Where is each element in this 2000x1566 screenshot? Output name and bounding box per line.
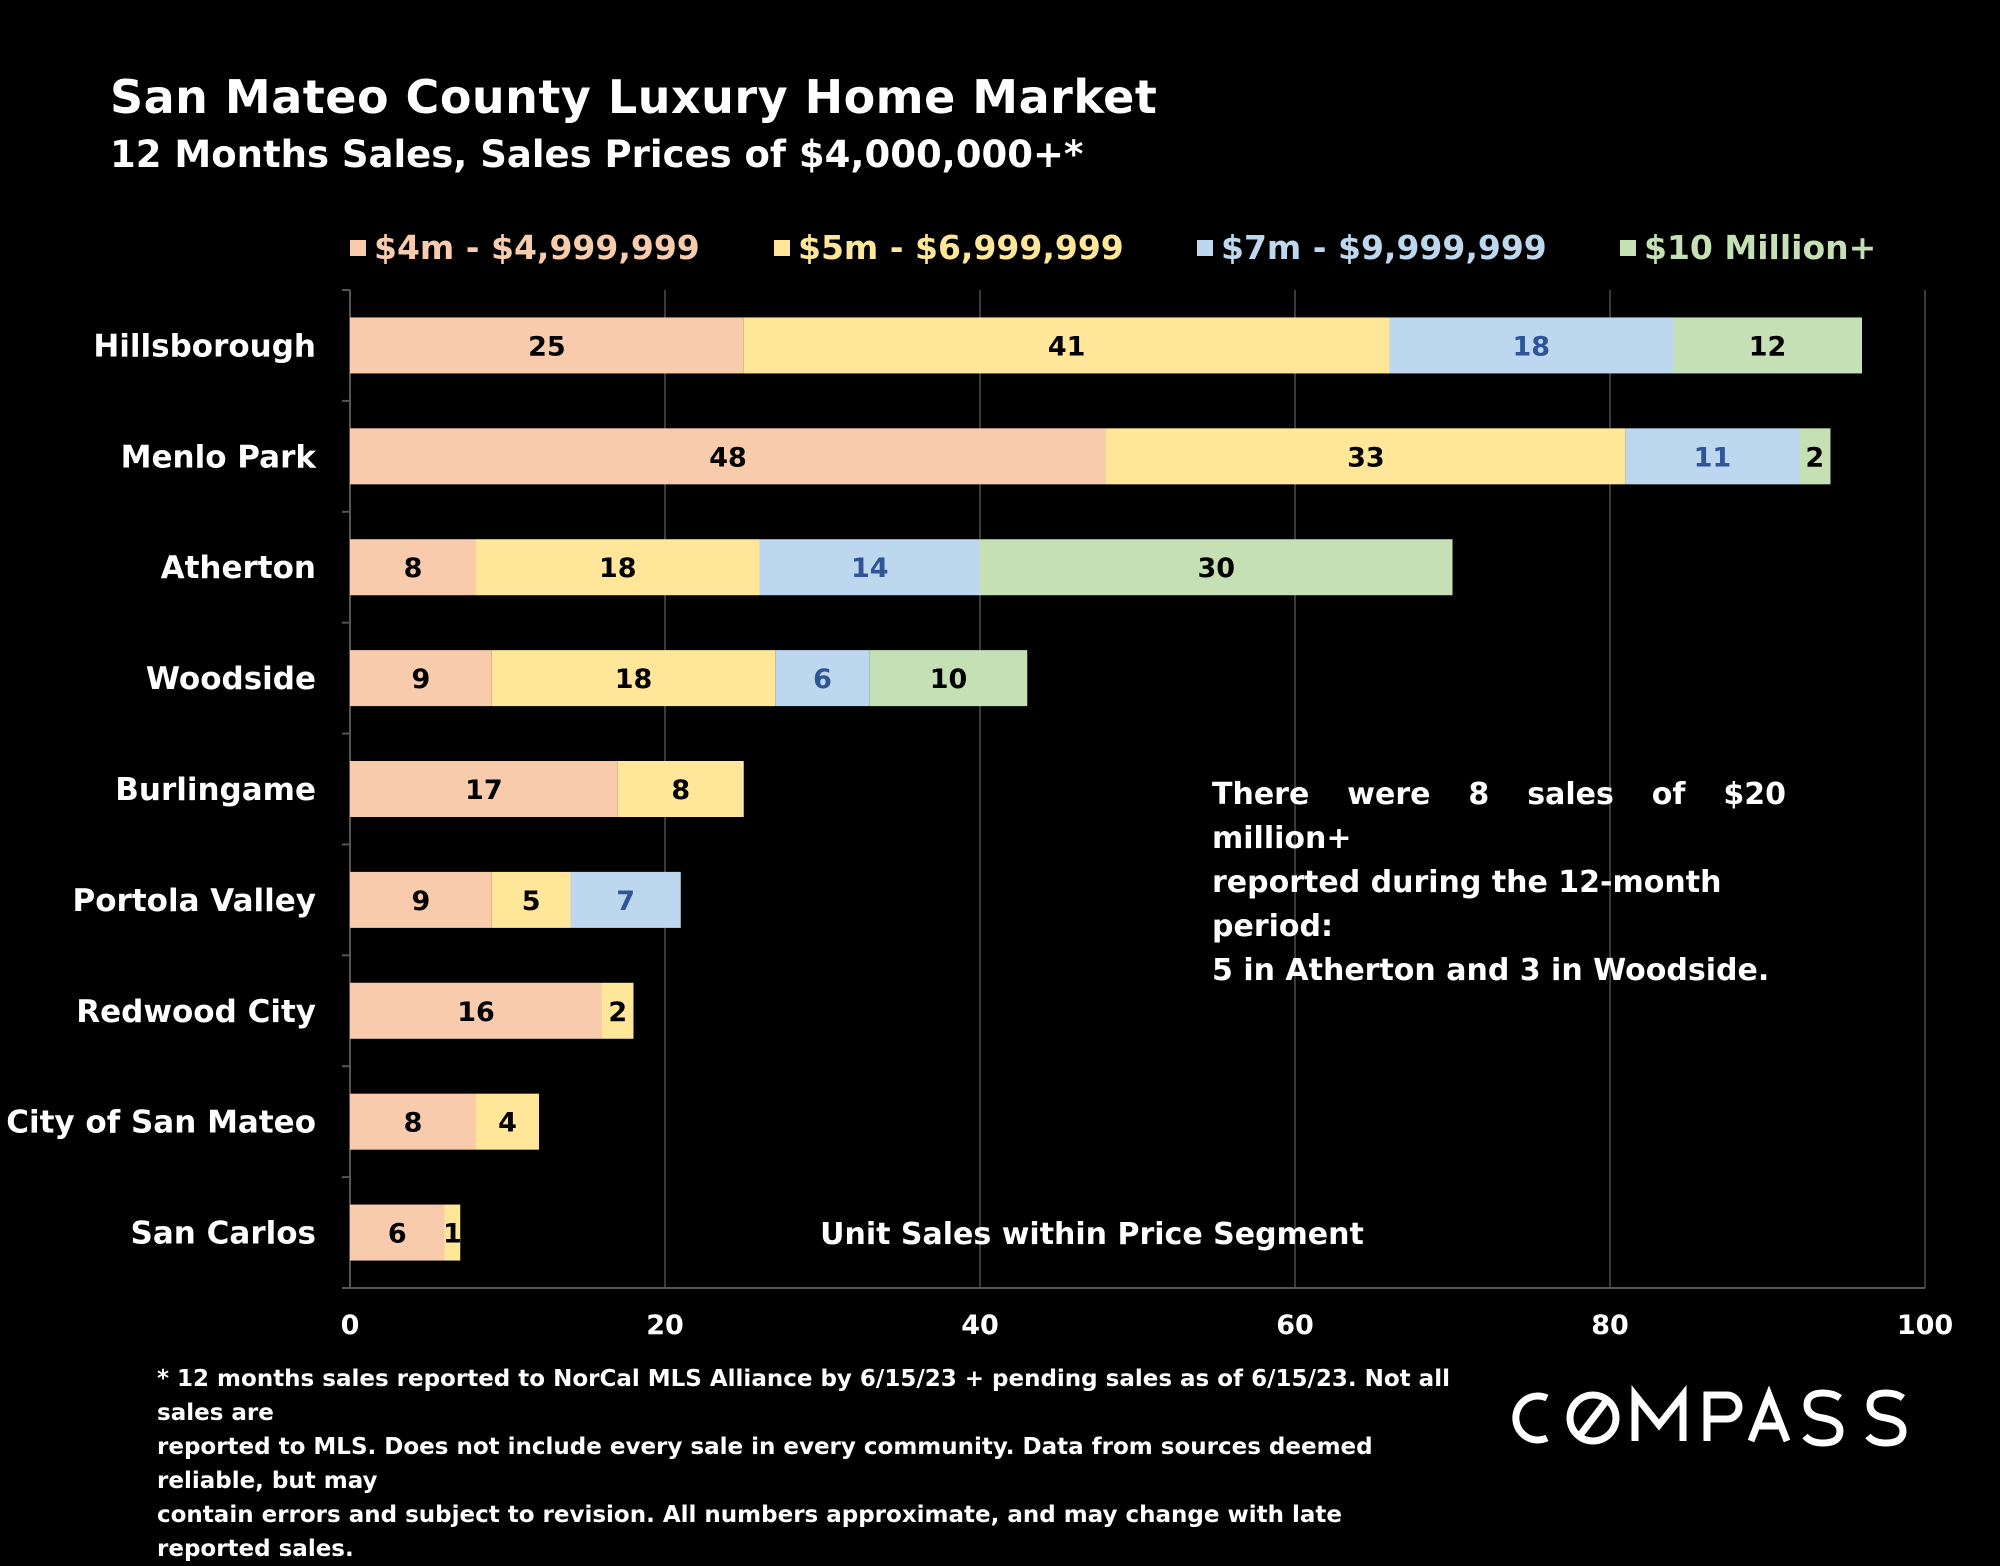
- bar-segment: [617, 761, 744, 817]
- data-label: 5: [522, 886, 541, 917]
- data-label: 48: [709, 442, 747, 473]
- annotation-line-1: There were 8 sales of $20 million+: [1212, 777, 1786, 856]
- legend-item-5m: $5m - $6,999,999: [774, 228, 1124, 267]
- x-tick-label: 60: [1276, 1310, 1314, 1341]
- legend-swatch-7m: [1197, 239, 1213, 256]
- category-label: Atherton: [161, 550, 316, 586]
- bar-segment: [476, 1093, 539, 1150]
- bar-segment: [350, 428, 1106, 485]
- bar-segment: [444, 1204, 461, 1261]
- legend-label-10m: $10 Million+: [1644, 228, 1877, 267]
- bar-segment: [602, 982, 634, 1039]
- data-label: 8: [404, 1108, 423, 1139]
- data-label: 25: [528, 331, 566, 362]
- legend-label-5m: $5m - $6,999,999: [798, 228, 1124, 267]
- compass-logo: [1512, 1385, 1907, 1447]
- bar-segment: [980, 539, 1453, 596]
- bar-segment: [476, 539, 760, 596]
- bar-segment: [570, 871, 681, 928]
- data-label: 8: [671, 775, 690, 806]
- annotation-text: There were 8 sales of $20 million+ repor…: [1212, 773, 1786, 993]
- data-label: 33: [1347, 442, 1385, 473]
- annotation-line-2: reported during the 12-month period:: [1212, 865, 1722, 944]
- legend-swatch-10m: [1620, 239, 1636, 256]
- category-label: City of San Mateo: [6, 1105, 316, 1141]
- data-label: 18: [1512, 331, 1550, 362]
- data-label: 10: [930, 664, 968, 695]
- bar-segment: [869, 650, 1028, 707]
- data-label: 11: [1694, 442, 1732, 473]
- x-tick-label: 0: [341, 1310, 360, 1341]
- bar-segment: [1389, 317, 1673, 374]
- bar-segment: [775, 650, 870, 707]
- bar-segment: [350, 1204, 445, 1261]
- x-tick-label: 80: [1591, 1310, 1629, 1341]
- chart-subtitle: 12 Months Sales, Sales Prices of $4,000,…: [110, 133, 1084, 176]
- data-label: 12: [1749, 331, 1787, 362]
- x-tick-label: 40: [961, 1310, 999, 1341]
- bar-segment: [350, 1093, 476, 1150]
- data-label: 1: [443, 1219, 462, 1250]
- data-label: 41: [1048, 331, 1086, 362]
- data-label: 4: [498, 1108, 517, 1139]
- category-label: Burlingame: [115, 772, 316, 808]
- x-tick-label: 20: [646, 1310, 684, 1341]
- footnote-line-1: * 12 months sales reported to NorCal MLS…: [157, 1366, 1450, 1426]
- data-label: 14: [851, 553, 889, 584]
- x-tick-label: 100: [1897, 1310, 1953, 1341]
- data-label: 2: [608, 997, 627, 1028]
- bar-segment: [1673, 317, 1862, 374]
- legend-item-4m: $4m - $4,999,999: [350, 228, 700, 267]
- footnote-line-3: contain errors and subject to revision. …: [157, 1502, 1342, 1562]
- x-axis-title: Unit Sales within Price Segment: [820, 1217, 1364, 1252]
- category-label: San Carlos: [131, 1216, 316, 1252]
- category-label: Menlo Park: [121, 439, 318, 475]
- legend-label-4m: $4m - $4,999,999: [374, 228, 700, 267]
- legend: $4m - $4,999,999 $5m - $6,999,999 $7m - …: [350, 228, 1950, 278]
- bar-segment: [350, 317, 744, 374]
- bar-segment: [350, 539, 476, 596]
- data-label: 8: [404, 553, 423, 584]
- category-label: Woodside: [146, 661, 316, 697]
- data-label: 17: [465, 775, 503, 806]
- data-label: 16: [457, 997, 495, 1028]
- bar-segment: [491, 650, 776, 707]
- chart-title: San Mateo County Luxury Home Market: [110, 70, 1158, 124]
- category-label: Redwood City: [76, 994, 316, 1030]
- footnote-line-2: reported to MLS. Does not include every …: [157, 1434, 1373, 1494]
- data-label: 18: [599, 553, 637, 584]
- bar-segment: [350, 650, 492, 707]
- category-label: Portola Valley: [73, 883, 316, 919]
- legend-label-7m: $7m - $9,999,999: [1221, 228, 1547, 267]
- data-label: 6: [813, 664, 832, 695]
- bar-segment: [759, 539, 980, 596]
- data-label: 6: [388, 1219, 407, 1250]
- bar-segment: [743, 317, 1390, 374]
- bar-segment: [350, 982, 602, 1039]
- data-label: 2: [1805, 442, 1824, 473]
- category-label: Hillsborough: [93, 328, 316, 364]
- legend-swatch-5m: [774, 239, 790, 256]
- data-label: 9: [411, 886, 430, 917]
- legend-item-7m: $7m - $9,999,999: [1197, 228, 1547, 267]
- bar-segment: [350, 871, 492, 928]
- bar-segment: [491, 871, 571, 928]
- data-label: 30: [1197, 553, 1235, 584]
- legend-swatch-4m: [350, 239, 366, 256]
- bar-segment: [1799, 428, 1831, 485]
- bar-segment: [1625, 428, 1799, 485]
- data-label: 9: [411, 664, 430, 695]
- legend-item-10m: $10 Million+: [1620, 228, 1876, 267]
- data-label: 7: [616, 886, 635, 917]
- bar-segment: [350, 761, 618, 817]
- data-label: 18: [615, 664, 653, 695]
- bar-segment: [1106, 428, 1626, 485]
- footnote: * 12 months sales reported to NorCal MLS…: [157, 1362, 1457, 1566]
- annotation-line-3: 5 in Atherton and 3 in Woodside.: [1212, 953, 1770, 988]
